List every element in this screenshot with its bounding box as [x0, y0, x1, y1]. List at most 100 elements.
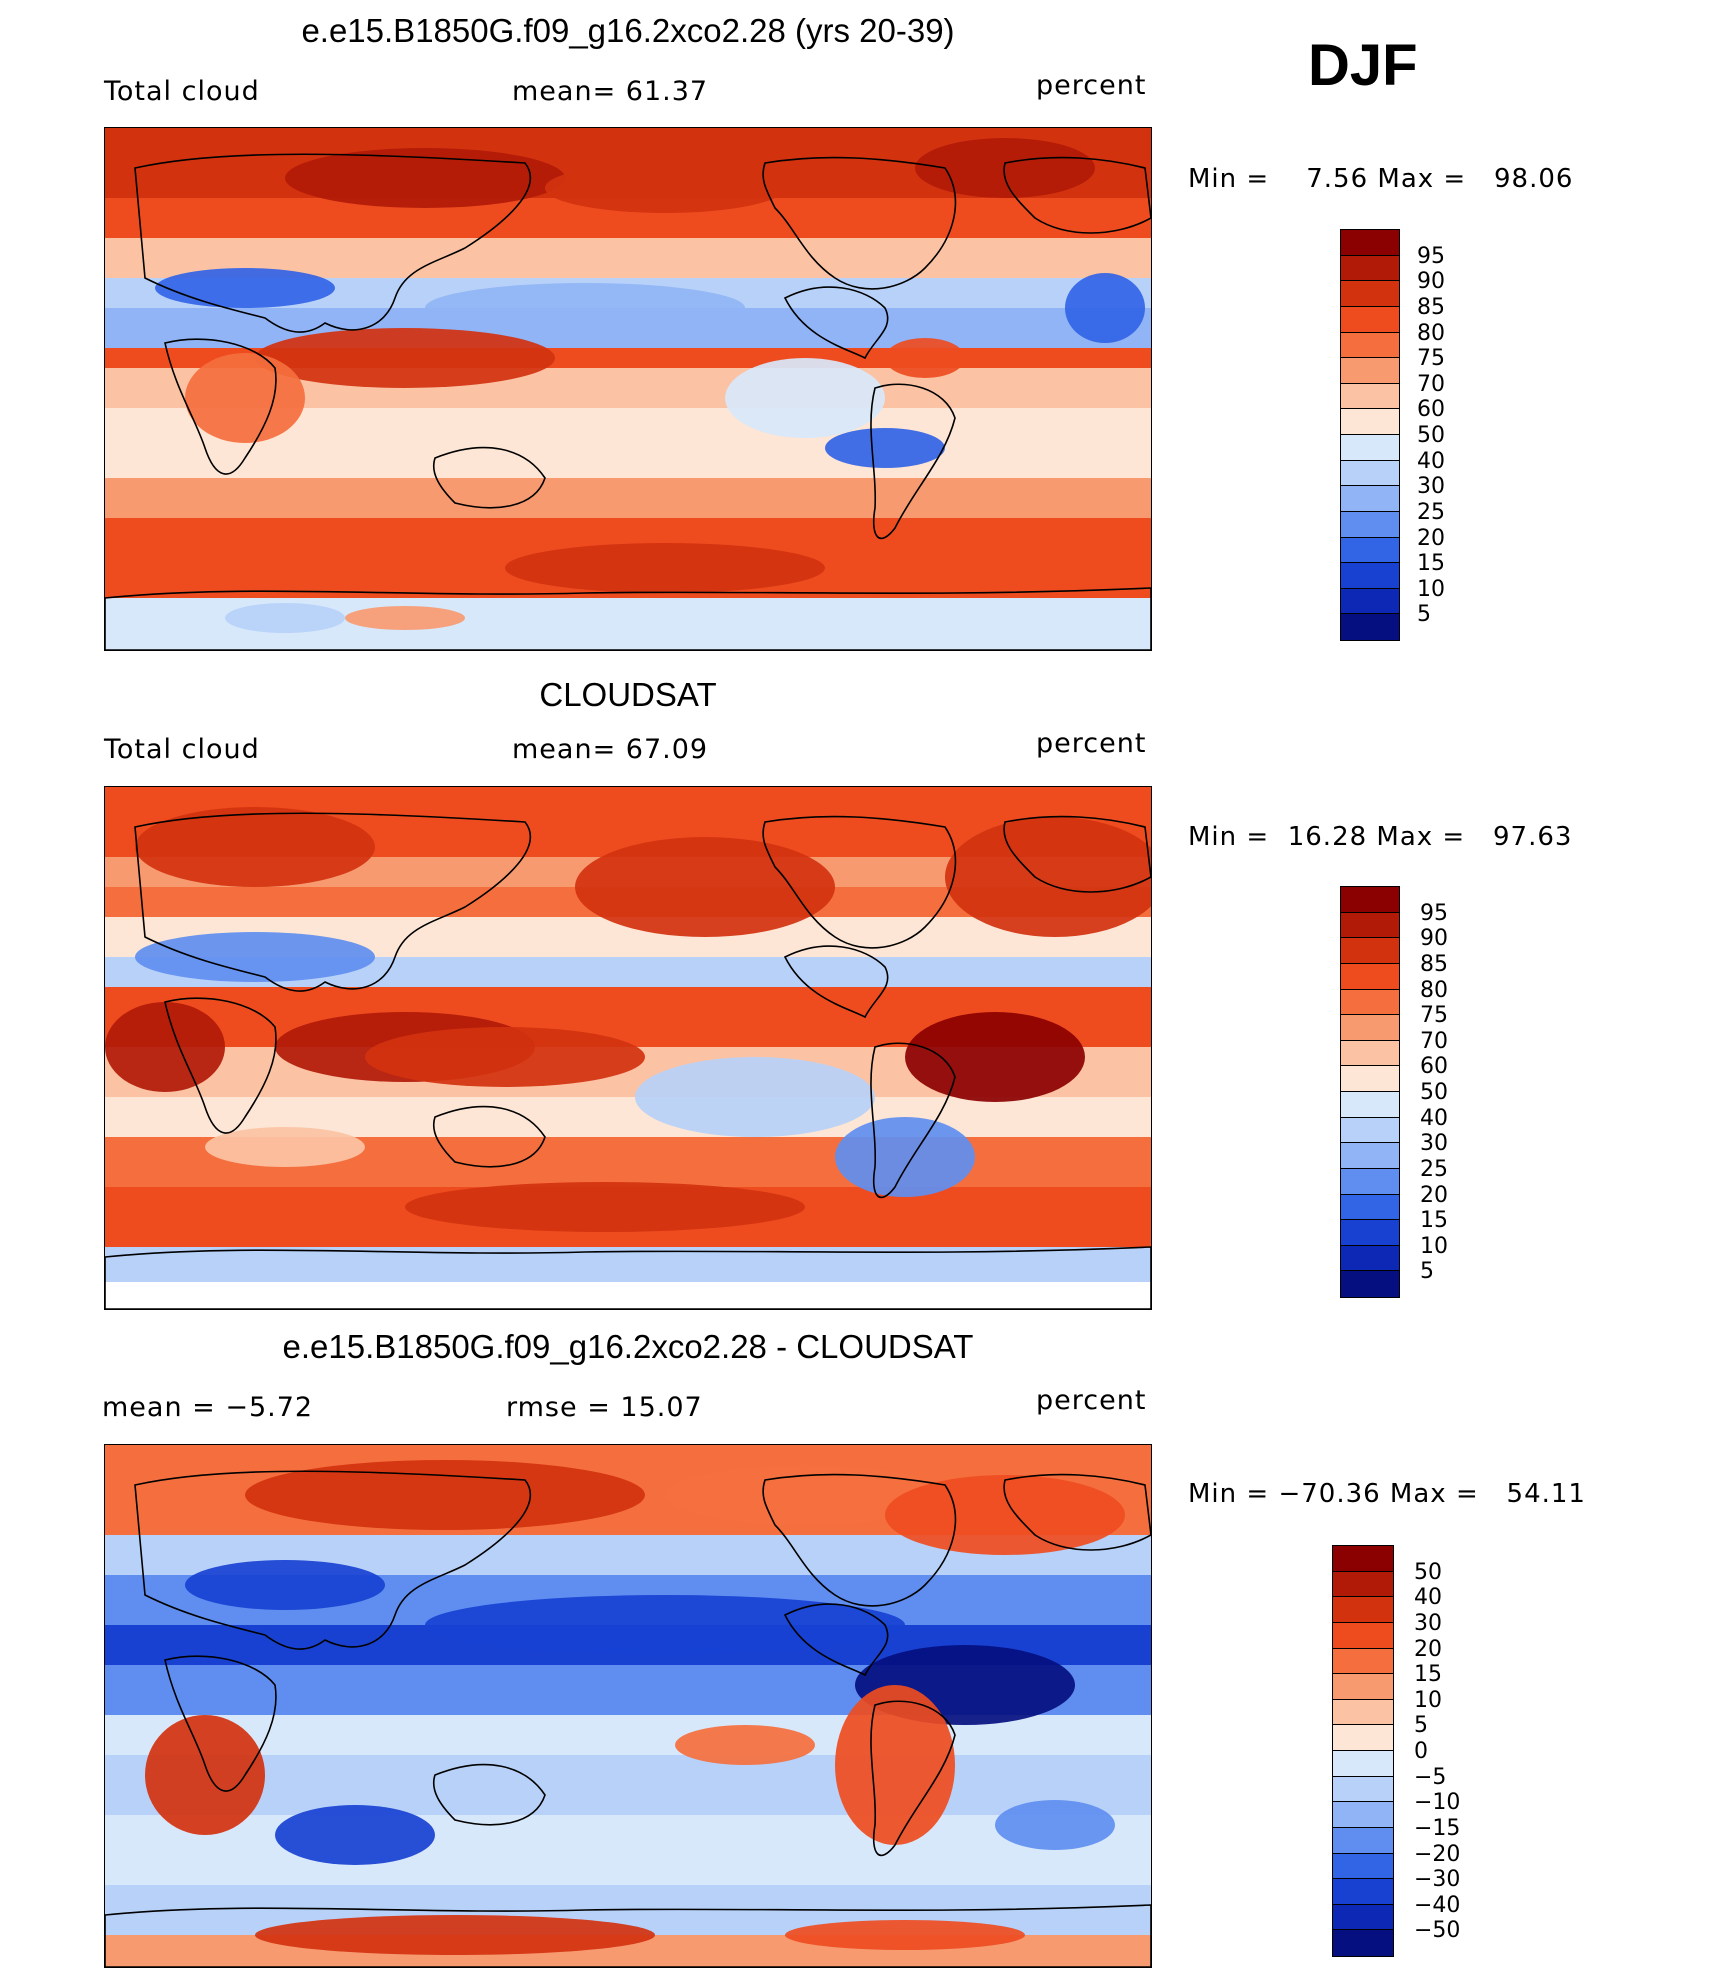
colorbar-swatch — [1333, 1648, 1393, 1675]
colorbar-swatch — [1333, 1546, 1393, 1572]
coastline — [1003, 815, 1151, 893]
coastline — [870, 1700, 956, 1857]
rmse-label: rmse = 15.07 — [506, 1392, 703, 1423]
contour-region — [675, 1725, 815, 1765]
colorbar-tick-label: 5 — [1420, 1259, 1434, 1285]
colorbar-tick-label: 80 — [1420, 977, 1448, 1003]
minmax-label: Min = −70.36 Max = 54.11 — [1188, 1479, 1586, 1509]
mean-diff-label: mean = −5.72 — [102, 1392, 314, 1423]
units-label: percent — [1036, 70, 1147, 101]
colorbar-swatch — [1341, 1245, 1399, 1272]
colorbar-tick-label: 50 — [1417, 423, 1445, 448]
contour-band — [105, 478, 1151, 518]
panel-title: e.e15.B1850G.f09_g16.2xco2.28 (yrs 20-39… — [301, 12, 955, 49]
colorbar-swatch — [1341, 486, 1399, 512]
contour-region — [405, 1182, 805, 1232]
contour-region — [835, 1117, 975, 1197]
colorbar-swatch — [1341, 1143, 1399, 1169]
colorbar-tick-label: 60 — [1417, 397, 1445, 423]
colorbar-swatch — [1333, 1751, 1393, 1777]
contour-region — [425, 1595, 905, 1655]
coastline — [870, 383, 956, 540]
coastline — [105, 587, 1151, 650]
coastline — [433, 1763, 546, 1826]
colorbar-swatch — [1341, 614, 1399, 640]
colorbar-tick-label: 10 — [1420, 1233, 1448, 1259]
colorbar-swatch — [1341, 963, 1399, 990]
colorbar-swatch — [1333, 1622, 1393, 1649]
contour-region — [275, 1805, 435, 1865]
coastline — [164, 338, 277, 475]
colorbar-tick-label: 75 — [1417, 346, 1445, 372]
colorbar-tick-label: 80 — [1417, 320, 1445, 346]
coastline — [134, 812, 532, 992]
colorbar-swatch — [1333, 1725, 1393, 1751]
contour-region — [365, 1027, 645, 1087]
colorbar-swatch — [1333, 1879, 1393, 1905]
colorbar-swatch — [1341, 989, 1399, 1016]
colorbar-swatch — [1341, 1168, 1399, 1195]
colorbar-swatch — [1333, 1904, 1393, 1931]
colorbar-swatch — [1333, 1674, 1393, 1700]
contour-region — [185, 353, 305, 443]
colorbar-tick-label: 20 — [1417, 525, 1445, 551]
contour-band — [105, 1755, 1151, 1815]
colorbar-tick-label: 90 — [1420, 926, 1448, 952]
difference-map — [104, 1444, 1152, 1968]
contour-region — [135, 807, 375, 887]
colorbar-swatch — [1341, 563, 1399, 589]
colorbar-tick-label: 5 — [1414, 1713, 1428, 1739]
units-label: percent — [1036, 1385, 1147, 1416]
colorbar-swatch — [1341, 887, 1399, 913]
contour-region — [255, 1915, 655, 1955]
colorbar-swatch — [1341, 511, 1399, 538]
contour-region — [345, 606, 465, 630]
colorbar-tick-label: 40 — [1420, 1105, 1448, 1131]
coastline — [783, 945, 889, 1019]
colorbar-tick-label: 5 — [1417, 602, 1431, 628]
colorbar-swatch — [1341, 1220, 1399, 1246]
colorbar-tick-label: 50 — [1414, 1559, 1442, 1585]
colorbar-tick-label: 60 — [1420, 1054, 1448, 1080]
colorbar-tick-label: 25 — [1417, 499, 1445, 525]
colorbar-swatch — [1341, 255, 1399, 282]
colorbar-swatch — [1341, 537, 1399, 564]
colorbar — [1332, 1545, 1394, 1957]
colorbar-tick-label: 10 — [1414, 1687, 1442, 1713]
minmax-label: Min = 16.28 Max = 97.63 — [1188, 822, 1573, 852]
variable-label: Total cloud — [104, 76, 260, 107]
coastline — [134, 1470, 532, 1650]
colorbar-swatch — [1341, 460, 1399, 487]
contour-region — [575, 837, 835, 937]
model-total-cloud-map — [104, 127, 1152, 651]
contour-region — [145, 1715, 265, 1835]
colorbar-tick-label: −5 — [1414, 1764, 1447, 1790]
variable-label: Total cloud — [104, 734, 260, 765]
colorbar-tick-label: 75 — [1420, 1003, 1448, 1029]
coastline — [783, 1603, 889, 1677]
colorbar-swatch — [1333, 1571, 1393, 1598]
colorbar-tick-label: 70 — [1417, 371, 1445, 397]
colorbar-swatch — [1333, 1930, 1393, 1956]
colorbar-tick-label: 25 — [1420, 1156, 1448, 1182]
colorbar — [1340, 229, 1400, 641]
season-label: DJF — [1308, 33, 1418, 98]
no-data-region — [105, 1282, 1151, 1309]
colorbar-tick-label: −30 — [1414, 1867, 1461, 1893]
contour-region — [995, 1800, 1115, 1850]
colorbar-tick-label: −20 — [1414, 1841, 1461, 1867]
coastline — [762, 1473, 957, 1607]
colorbar-swatch — [1333, 1827, 1393, 1854]
colorbar-tick-label: 50 — [1420, 1080, 1448, 1105]
colorbar-swatch — [1341, 938, 1399, 964]
colorbar-tick-label: 40 — [1414, 1585, 1442, 1611]
colorbar-swatch — [1341, 912, 1399, 939]
colorbar-tick-label: 15 — [1417, 551, 1445, 577]
colorbar-swatch — [1341, 332, 1399, 359]
contour-region — [915, 138, 1095, 198]
colorbar-tick-label: −15 — [1414, 1815, 1461, 1841]
colorbar-swatch — [1341, 306, 1399, 333]
colorbar-tick-label: 85 — [1417, 294, 1445, 320]
colorbar-swatch — [1341, 1092, 1399, 1118]
colorbar-tick-label: 95 — [1417, 243, 1445, 269]
